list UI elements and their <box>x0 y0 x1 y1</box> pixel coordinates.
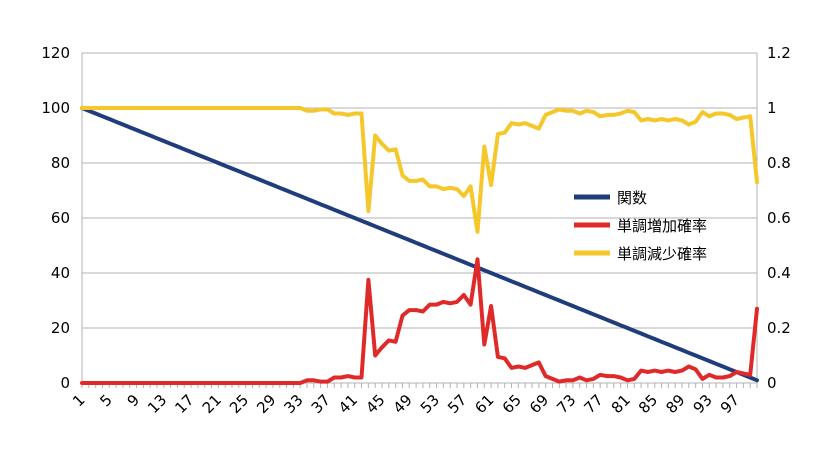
y-right-tick-label: 0.4 <box>767 264 791 282</box>
y-right-tick-label: 0.6 <box>767 209 791 227</box>
x-tick-label: 65 <box>499 391 525 417</box>
series-line-2 <box>80 257 759 385</box>
series-lines <box>80 106 759 385</box>
y-right-tick-label: 1 <box>767 99 777 117</box>
y-left-tick-label: 20 <box>51 319 70 337</box>
legend-label-1: 関数 <box>617 189 647 207</box>
series-line-1 <box>80 106 759 383</box>
x-tick-label: 85 <box>635 391 661 417</box>
y-right-tick-label: 0.8 <box>767 154 791 172</box>
x-tick-label: 21 <box>199 391 225 417</box>
x-tick-label: 89 <box>662 391 688 417</box>
x-tick-label: 57 <box>444 391 470 417</box>
x-tick-label: 73 <box>553 391 579 417</box>
x-tick-label: 77 <box>580 391 606 417</box>
x-tick-label: 17 <box>171 391 197 417</box>
x-tick-label: 13 <box>144 391 170 417</box>
y-right-tick-label: 1.2 <box>767 44 791 62</box>
x-tick-label: 45 <box>362 391 388 417</box>
series-line-3 <box>80 106 759 234</box>
y-left-tick-label: 60 <box>51 209 70 227</box>
x-tick-label: 97 <box>717 391 743 417</box>
x-tick-label: 25 <box>226 391 252 417</box>
x-tick-label: 5 <box>96 391 115 410</box>
x-tick-label: 69 <box>526 391 552 417</box>
y-left-tick-label: 100 <box>41 99 70 117</box>
y-left-tick-label: 40 <box>51 264 70 282</box>
x-tick-label: 93 <box>690 391 716 417</box>
x-tick-label: 53 <box>417 391 443 417</box>
legend-label-2: 単調増加確率 <box>617 217 707 235</box>
x-tick-label: 49 <box>390 391 416 417</box>
x-tick-label: 61 <box>471 391 497 417</box>
y-left-tick-label: 80 <box>51 154 70 172</box>
x-tick-label: 1 <box>69 391 88 410</box>
y-right-tick-label: 0 <box>767 374 777 392</box>
x-tick-label: 33 <box>280 391 306 417</box>
legend-label-3: 単調減少確率 <box>617 245 707 263</box>
x-tick-label: 9 <box>124 391 143 410</box>
x-tick-label: 37 <box>308 391 334 417</box>
x-tick-label: 41 <box>335 391 361 417</box>
x-tick-label: 29 <box>253 391 279 417</box>
y-right-tick-label: 0.2 <box>767 319 791 337</box>
y-left-tick-label: 0 <box>60 374 70 392</box>
y-left-tick-label: 120 <box>41 44 70 62</box>
x-tick-label: 81 <box>608 391 634 417</box>
